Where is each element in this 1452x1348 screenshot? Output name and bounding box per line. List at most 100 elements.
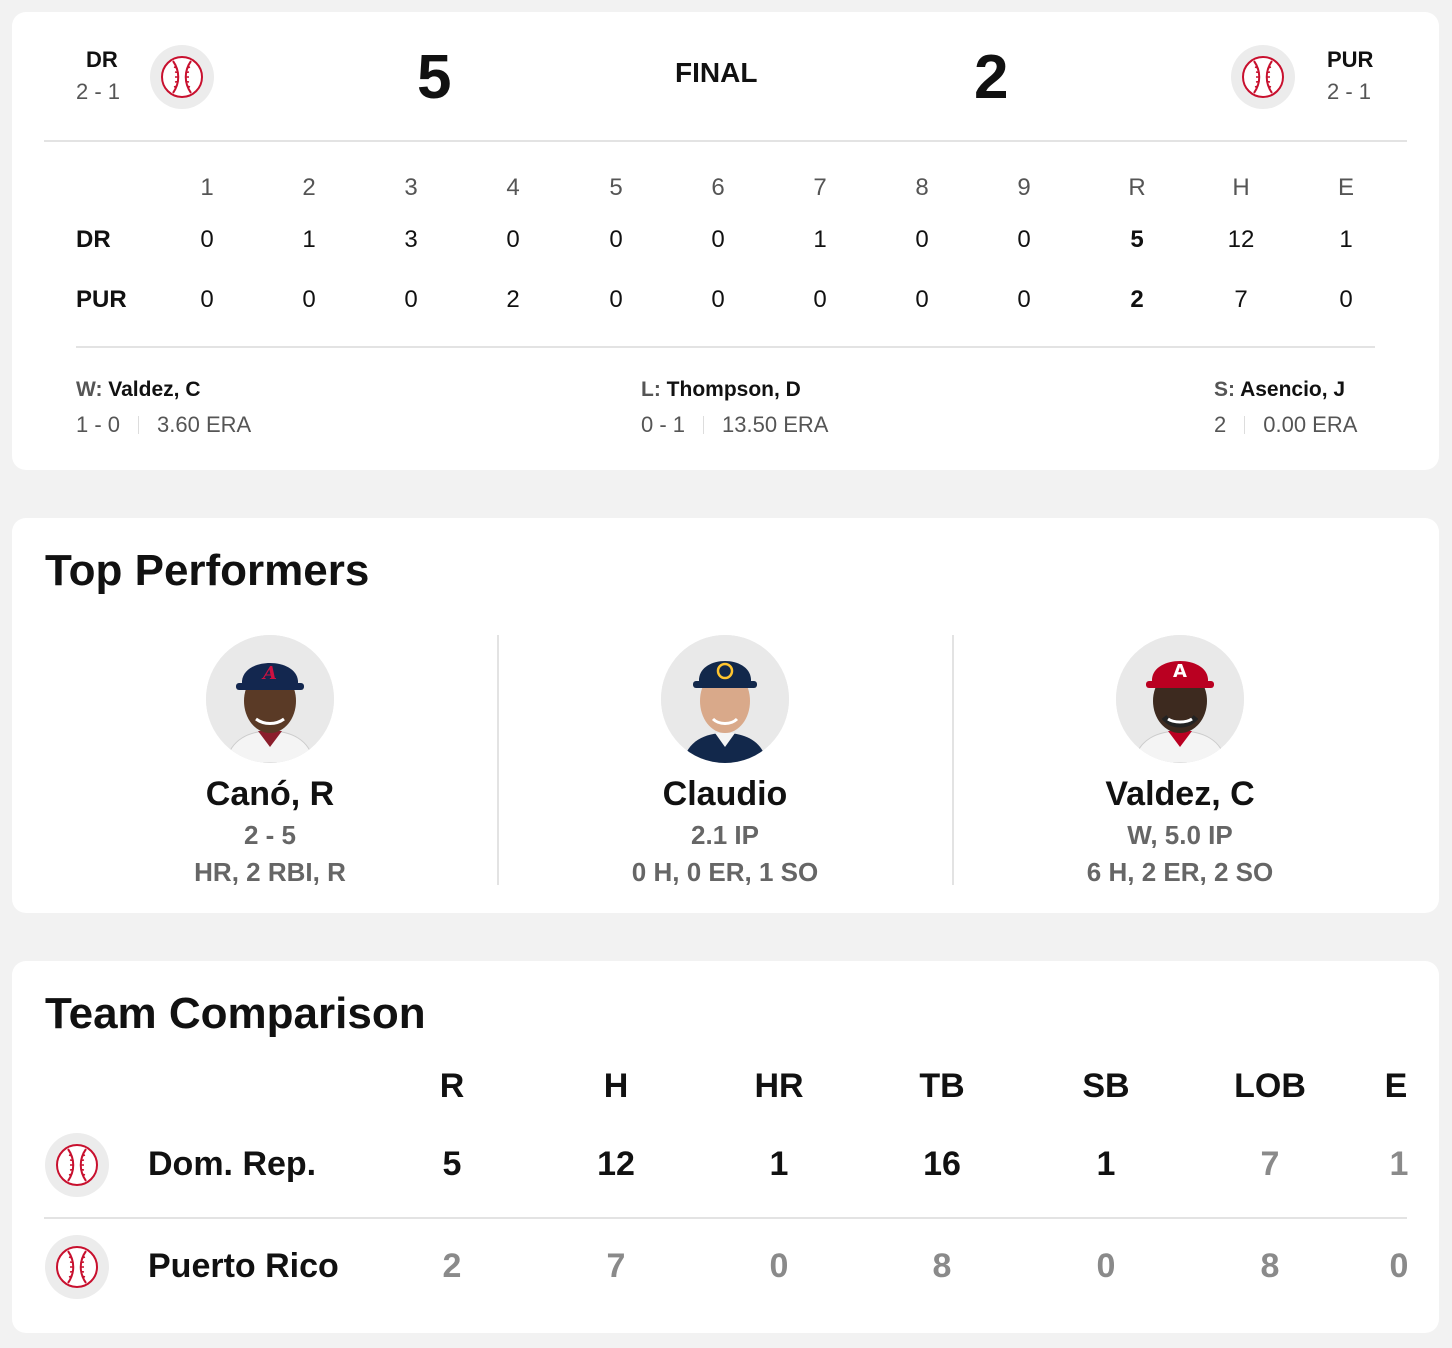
- linescore-header: 9: [1017, 174, 1031, 201]
- linescore-runs: 5: [1130, 226, 1144, 253]
- home-team-logo-icon[interactable]: [1231, 45, 1295, 109]
- away-team-record: 2 - 1: [76, 79, 121, 104]
- pitcher-era: 13.50 ERA: [722, 412, 829, 437]
- linescore-cell: 1: [813, 226, 827, 253]
- comparison-value: 12: [597, 1145, 635, 1183]
- linescore-header: 7: [813, 174, 827, 201]
- losing-pitcher[interactable]: L: Thompson, D 0 - 1 13.50 ERA: [641, 378, 828, 438]
- svg-text:A: A: [1173, 661, 1187, 682]
- comparison-value: 1: [1389, 1145, 1409, 1183]
- pitcher-prefix: L:: [641, 378, 661, 401]
- linescore-team: PUR: [76, 286, 127, 313]
- linescore-cell: 0: [1017, 286, 1031, 313]
- comparison-value: 2: [442, 1247, 462, 1285]
- linescore-header: 8: [915, 174, 929, 201]
- pitcher-record: 1 - 0: [76, 412, 121, 437]
- linescore-cell: 0: [711, 226, 725, 253]
- section-title: Top Performers: [45, 546, 370, 595]
- linescore-cell: 1: [302, 226, 316, 253]
- linescore-cell: 0: [1017, 226, 1031, 253]
- section-title: Team Comparison: [45, 989, 426, 1038]
- performer-stat-detail: 6 H, 2 ER, 2 SO: [1086, 857, 1274, 887]
- linescore-header: 2: [302, 174, 316, 201]
- separator: [1244, 416, 1246, 434]
- pitcher-era: 0.00 ERA: [1263, 412, 1358, 437]
- linescore-cell: 0: [302, 286, 316, 313]
- performer-stat-detail: HR, 2 RBI, R: [194, 857, 346, 887]
- divider: [44, 140, 1407, 142]
- divider: [44, 1217, 1407, 1219]
- linescore-header: 4: [506, 174, 520, 201]
- linescore-team: DR: [76, 226, 111, 253]
- divider: [952, 635, 954, 885]
- pitcher-era: 3.60 ERA: [157, 412, 252, 437]
- pitcher-name: Valdez, C: [108, 378, 201, 401]
- performer-name: Valdez, C: [1105, 775, 1255, 813]
- top-performers-card: Top Performers A Canó, R 2 - 5 HR, 2 RBI…: [12, 518, 1439, 913]
- linescore-header: 1: [200, 174, 214, 201]
- comparison-value: 0: [1389, 1247, 1409, 1285]
- performer-stat-line: 2.1 IP: [691, 820, 759, 850]
- comparison-value: 16: [923, 1145, 961, 1183]
- performer-stat-line: 2 - 5: [243, 820, 297, 850]
- performer-name: Claudio: [662, 775, 788, 813]
- pitcher-name: Thompson, D: [666, 378, 801, 401]
- player-headshot-icon: A: [206, 635, 334, 763]
- performer-stat-detail: 0 H, 0 ER, 1 SO: [631, 857, 819, 887]
- divider: [76, 346, 1375, 348]
- separator: [703, 416, 705, 434]
- save-pitcher[interactable]: S: Asencio, J 2 0.00 ERA: [1214, 378, 1357, 438]
- winning-pitcher[interactable]: W: Valdez, C 1 - 0 3.60 ERA: [76, 378, 251, 438]
- comparison-header: TB: [919, 1067, 965, 1105]
- linescore-cell: 0: [404, 286, 418, 313]
- linescore-hits: 12: [1227, 226, 1255, 253]
- linescore-errors: 1: [1339, 226, 1353, 253]
- linescore-cell: 0: [609, 226, 623, 253]
- comparison-value: 0: [1096, 1247, 1116, 1285]
- linescore-cell: 0: [915, 226, 929, 253]
- performer-card[interactable]: A Canó, R 2 - 5 HR, 2 RBI, R: [43, 635, 497, 887]
- separator: [138, 416, 140, 434]
- linescore-cell: 2: [506, 286, 520, 313]
- comparison-value: 7: [606, 1247, 626, 1285]
- linescore-cell: 0: [506, 226, 520, 253]
- comparison-value: 8: [932, 1247, 952, 1285]
- comparison-team-name: Puerto Rico: [148, 1247, 339, 1285]
- comparison-value: 8: [1260, 1247, 1280, 1285]
- linescore-cell: 0: [609, 286, 623, 313]
- linescore-cell: 0: [915, 286, 929, 313]
- performer-stat-line: W, 5.0 IP: [1127, 820, 1233, 850]
- comparison-value: 5: [442, 1145, 462, 1183]
- performer-name: Canó, R: [205, 775, 335, 813]
- performer-card[interactable]: Claudio 2.1 IP 0 H, 0 ER, 1 SO: [498, 635, 952, 887]
- linescore-errors: 0: [1339, 286, 1353, 313]
- linescore-cell: 0: [711, 286, 725, 313]
- pitcher-record: 0 - 1: [641, 412, 686, 437]
- player-headshot-icon: [661, 635, 789, 763]
- team-comparison-card: Team Comparison R H HR TB SB LOB E Dom. …: [12, 961, 1439, 1333]
- home-team-abbr: PUR: [1327, 47, 1374, 72]
- divider: [497, 635, 499, 885]
- linescore-cell: 3: [404, 226, 418, 253]
- comparison-value: 7: [1260, 1145, 1280, 1183]
- game-score-card: DR 2 - 1 5 FINAL 2 PUR 2 - 1 1 2 3 4 5 6…: [12, 12, 1439, 470]
- puerto-rico-logo-icon: [45, 1235, 109, 1299]
- comparison-value: 0: [769, 1247, 789, 1285]
- linescore-hits: 7: [1234, 286, 1248, 313]
- comparison-value: 1: [1096, 1145, 1116, 1183]
- comparison-header: SB: [1082, 1067, 1130, 1105]
- performer-card[interactable]: A Valdez, C W, 5.0 IP 6 H, 2 ER, 2 SO: [953, 635, 1407, 887]
- dom-rep-logo-icon: [45, 1133, 109, 1197]
- comparison-header: E: [1384, 1067, 1408, 1105]
- pitcher-name: Asencio, J: [1240, 378, 1346, 401]
- linescore-header: H: [1232, 174, 1250, 201]
- comparison-header: H: [603, 1067, 629, 1105]
- away-team-logo-icon[interactable]: [150, 45, 214, 109]
- home-team-record: 2 - 1: [1327, 79, 1372, 104]
- pitcher-prefix: S:: [1214, 378, 1235, 401]
- pitcher-prefix: W:: [76, 378, 103, 401]
- away-score: 5: [417, 43, 452, 112]
- pitcher-record: 2: [1214, 412, 1227, 437]
- game-status: FINAL: [675, 57, 758, 88]
- linescore-header: E: [1337, 174, 1354, 201]
